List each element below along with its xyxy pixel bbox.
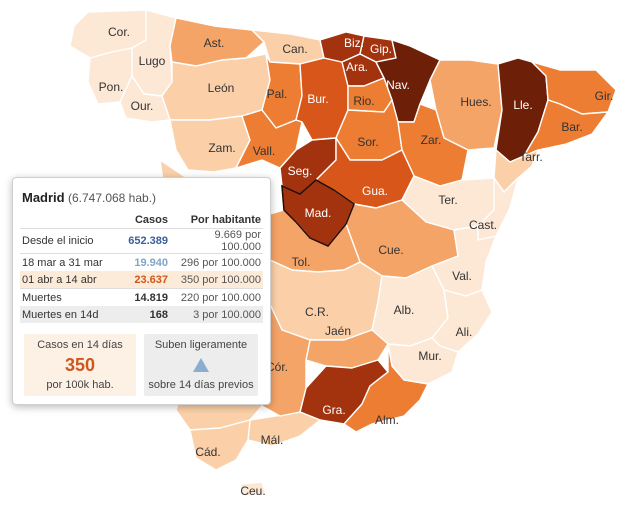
row-label: Muertes — [20, 288, 122, 306]
province-label: Cád. — [195, 445, 221, 459]
province-label: Cor. — [107, 25, 131, 39]
row-label: 18 mar a 31 mar — [20, 253, 122, 271]
province-label: Cór. — [265, 360, 289, 374]
trend-title: Suben ligeramente — [154, 339, 248, 351]
region-name: Madrid — [22, 190, 65, 205]
province-label: Our. — [130, 99, 154, 113]
row-label: Muertes en 14d — [20, 306, 122, 323]
selected-region-outline — [281, 179, 355, 247]
cases-14d-unit: por 100k hab. — [46, 379, 114, 391]
province-mál[interactable] — [247, 411, 321, 447]
row-per-capita: 220 por 100.000 — [170, 288, 263, 306]
stats-table: Casos Por habitante Desde el inicio 652.… — [20, 211, 263, 323]
row-per-capita: 3 por 100.000 — [170, 306, 263, 323]
province-label: Seg. — [287, 164, 313, 178]
province-label: Mad. — [304, 206, 332, 220]
cases-14d-title: Casos en 14 días — [37, 339, 123, 351]
row-cases: 23.637 — [122, 271, 170, 289]
province-label: Vall. — [252, 144, 276, 158]
province-label: Ast. — [203, 36, 225, 50]
trend-box: Suben ligeramente sobre 14 días previos — [144, 334, 258, 396]
row-label: 01 abr a 14 abr — [20, 271, 122, 289]
table-row: Muertes 14.819 220 por 100.000 — [20, 288, 263, 306]
province-label: Ter. — [438, 193, 458, 207]
province-label: Biz. — [343, 36, 365, 50]
region-population: (6.747.068 hab.) — [67, 191, 157, 205]
row-per-capita: 296 por 100.000 — [170, 253, 263, 271]
row-cases: 168 — [122, 306, 170, 323]
province-label: Pal. — [266, 87, 288, 101]
province-label: Gip. — [369, 42, 393, 56]
row-per-capita: 9.669 por 100.000 — [170, 228, 263, 254]
table-row: 01 abr a 14 abr 23.637 350 por 100.000 — [20, 271, 263, 289]
province-ali[interactable] — [431, 289, 493, 353]
province-label: Val. — [452, 269, 472, 283]
province-label: Ara. — [345, 60, 369, 74]
province-label: Gra. — [322, 403, 346, 417]
province-label: Tarr. — [519, 150, 543, 164]
col-per-capita: Por habitante — [190, 213, 261, 226]
province-label: Jaén — [324, 324, 352, 338]
trend-subtitle: sobre 14 días previos — [148, 379, 254, 391]
province-label: Zar. — [420, 133, 442, 147]
province-label: Pon. — [98, 80, 124, 94]
province-label: Sor. — [357, 135, 379, 149]
table-row: 18 mar a 31 mar 19.940 296 por 100.000 — [20, 253, 263, 271]
province-label: Nav. — [386, 78, 410, 92]
province-label: Lle. — [513, 98, 533, 112]
province-hues[interactable] — [429, 59, 503, 151]
province-label: Zam. — [208, 141, 236, 155]
province-label: Gir. — [594, 89, 614, 103]
row-cases: 652.389 — [122, 228, 170, 254]
province-ceu[interactable] — [239, 481, 267, 497]
province-label: Gua. — [361, 184, 389, 198]
province-label: León — [207, 81, 235, 95]
table-row: Desde el inicio 652.389 9.669 por 100.00… — [20, 228, 263, 254]
region-tooltip: Madrid (6.747.068 hab.) Casos Por habita… — [12, 177, 271, 405]
province-label: Bur. — [307, 92, 329, 106]
row-label: Desde el inicio — [20, 228, 122, 254]
cases-14d-value: 350 — [64, 355, 96, 375]
province-label: Hues. — [460, 95, 492, 109]
province-label: Bar. — [561, 120, 583, 134]
province-label: Ceu. — [240, 484, 266, 498]
tooltip-header: Madrid (6.747.068 hab.) — [22, 190, 156, 205]
province-label: Mur. — [418, 349, 442, 363]
province-label: Can. — [282, 42, 308, 56]
province-bar[interactable] — [523, 99, 609, 157]
province-label: Alm. — [375, 413, 399, 427]
up-triangle-icon — [193, 358, 209, 372]
row-per-capita: 350 por 100.000 — [170, 271, 263, 289]
cases-14d-box: Casos en 14 días 350 por 100k hab. — [24, 334, 136, 396]
province-cád[interactable] — [189, 419, 251, 471]
row-cases: 14.819 — [122, 288, 170, 306]
row-cases: 19.940 — [122, 253, 170, 271]
col-cases: Casos — [134, 213, 168, 226]
province-label: Mál. — [260, 433, 284, 447]
province-label: Cue. — [378, 243, 404, 257]
province-label: C.R. — [305, 305, 329, 319]
province-label: Lugo — [138, 54, 166, 68]
province-alm[interactable] — [343, 343, 429, 433]
province-label: Ali. — [455, 325, 473, 339]
province-label: Cast. — [468, 218, 498, 232]
table-row: Muertes en 14d 168 3 por 100.000 — [20, 306, 263, 323]
province-label: Rio. — [353, 94, 375, 108]
province-label: Tol. — [291, 255, 311, 269]
province-label: Alb. — [393, 303, 415, 317]
